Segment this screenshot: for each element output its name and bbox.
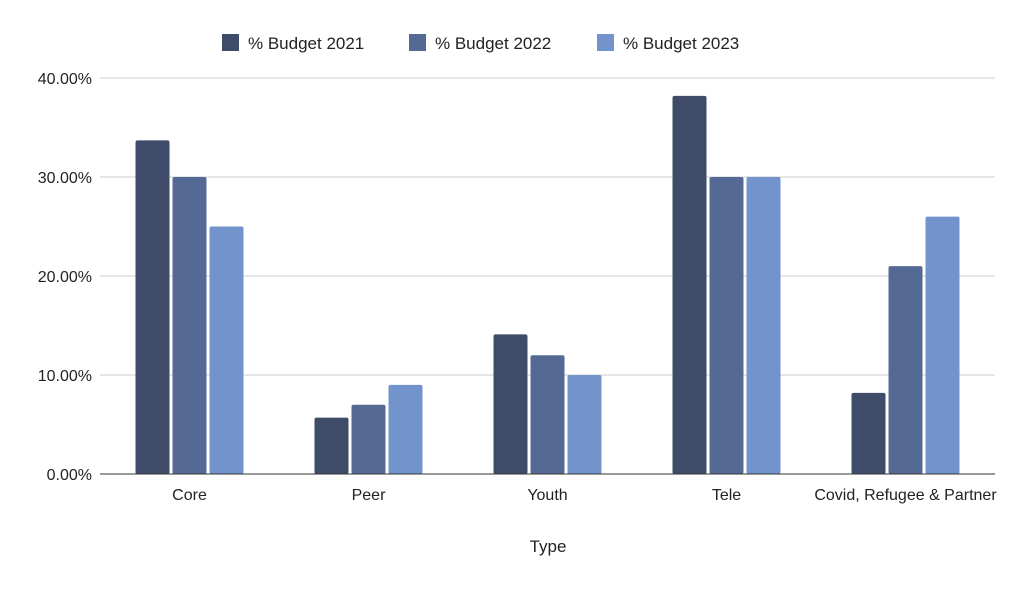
y-tick-label: 0.00% (47, 467, 92, 484)
bar-peer-2 (388, 384, 423, 474)
bar-peer-1 (351, 404, 386, 474)
bar-youth-0 (493, 334, 528, 474)
legend-label: % Budget 2023 (623, 34, 739, 53)
legend-label: % Budget 2022 (435, 34, 551, 53)
bar-core-1 (172, 177, 207, 474)
legend-swatch (222, 34, 239, 51)
bar-peer-0 (314, 417, 349, 474)
x-tick-label: Peer (352, 487, 386, 504)
y-tick-label: 30.00% (38, 170, 92, 187)
x-tick-label: Covid, Refugee & Partner (814, 487, 997, 504)
legend-swatch (409, 34, 426, 51)
bar-tele-1 (709, 177, 744, 474)
bar-tele-2 (746, 177, 781, 474)
bar-covid-refugee-partner-2 (925, 216, 960, 474)
x-tick-label: Core (172, 487, 207, 504)
legend-label: % Budget 2021 (248, 34, 364, 53)
bar-core-2 (209, 226, 244, 474)
bar-core-0 (135, 140, 170, 474)
legend-swatch (597, 34, 614, 51)
x-tick-label: Youth (527, 487, 567, 504)
y-tick-label: 40.00% (38, 71, 92, 88)
bar-covid-refugee-partner-1 (888, 266, 923, 474)
bar-youth-1 (530, 355, 565, 474)
bar-youth-2 (567, 375, 602, 474)
bar-covid-refugee-partner-0 (851, 392, 886, 474)
y-tick-label: 20.00% (38, 269, 92, 286)
x-axis-title: Type (530, 537, 567, 556)
x-tick-label: Tele (712, 487, 741, 504)
bar-tele-0 (672, 95, 707, 474)
y-tick-label: 10.00% (38, 368, 92, 385)
